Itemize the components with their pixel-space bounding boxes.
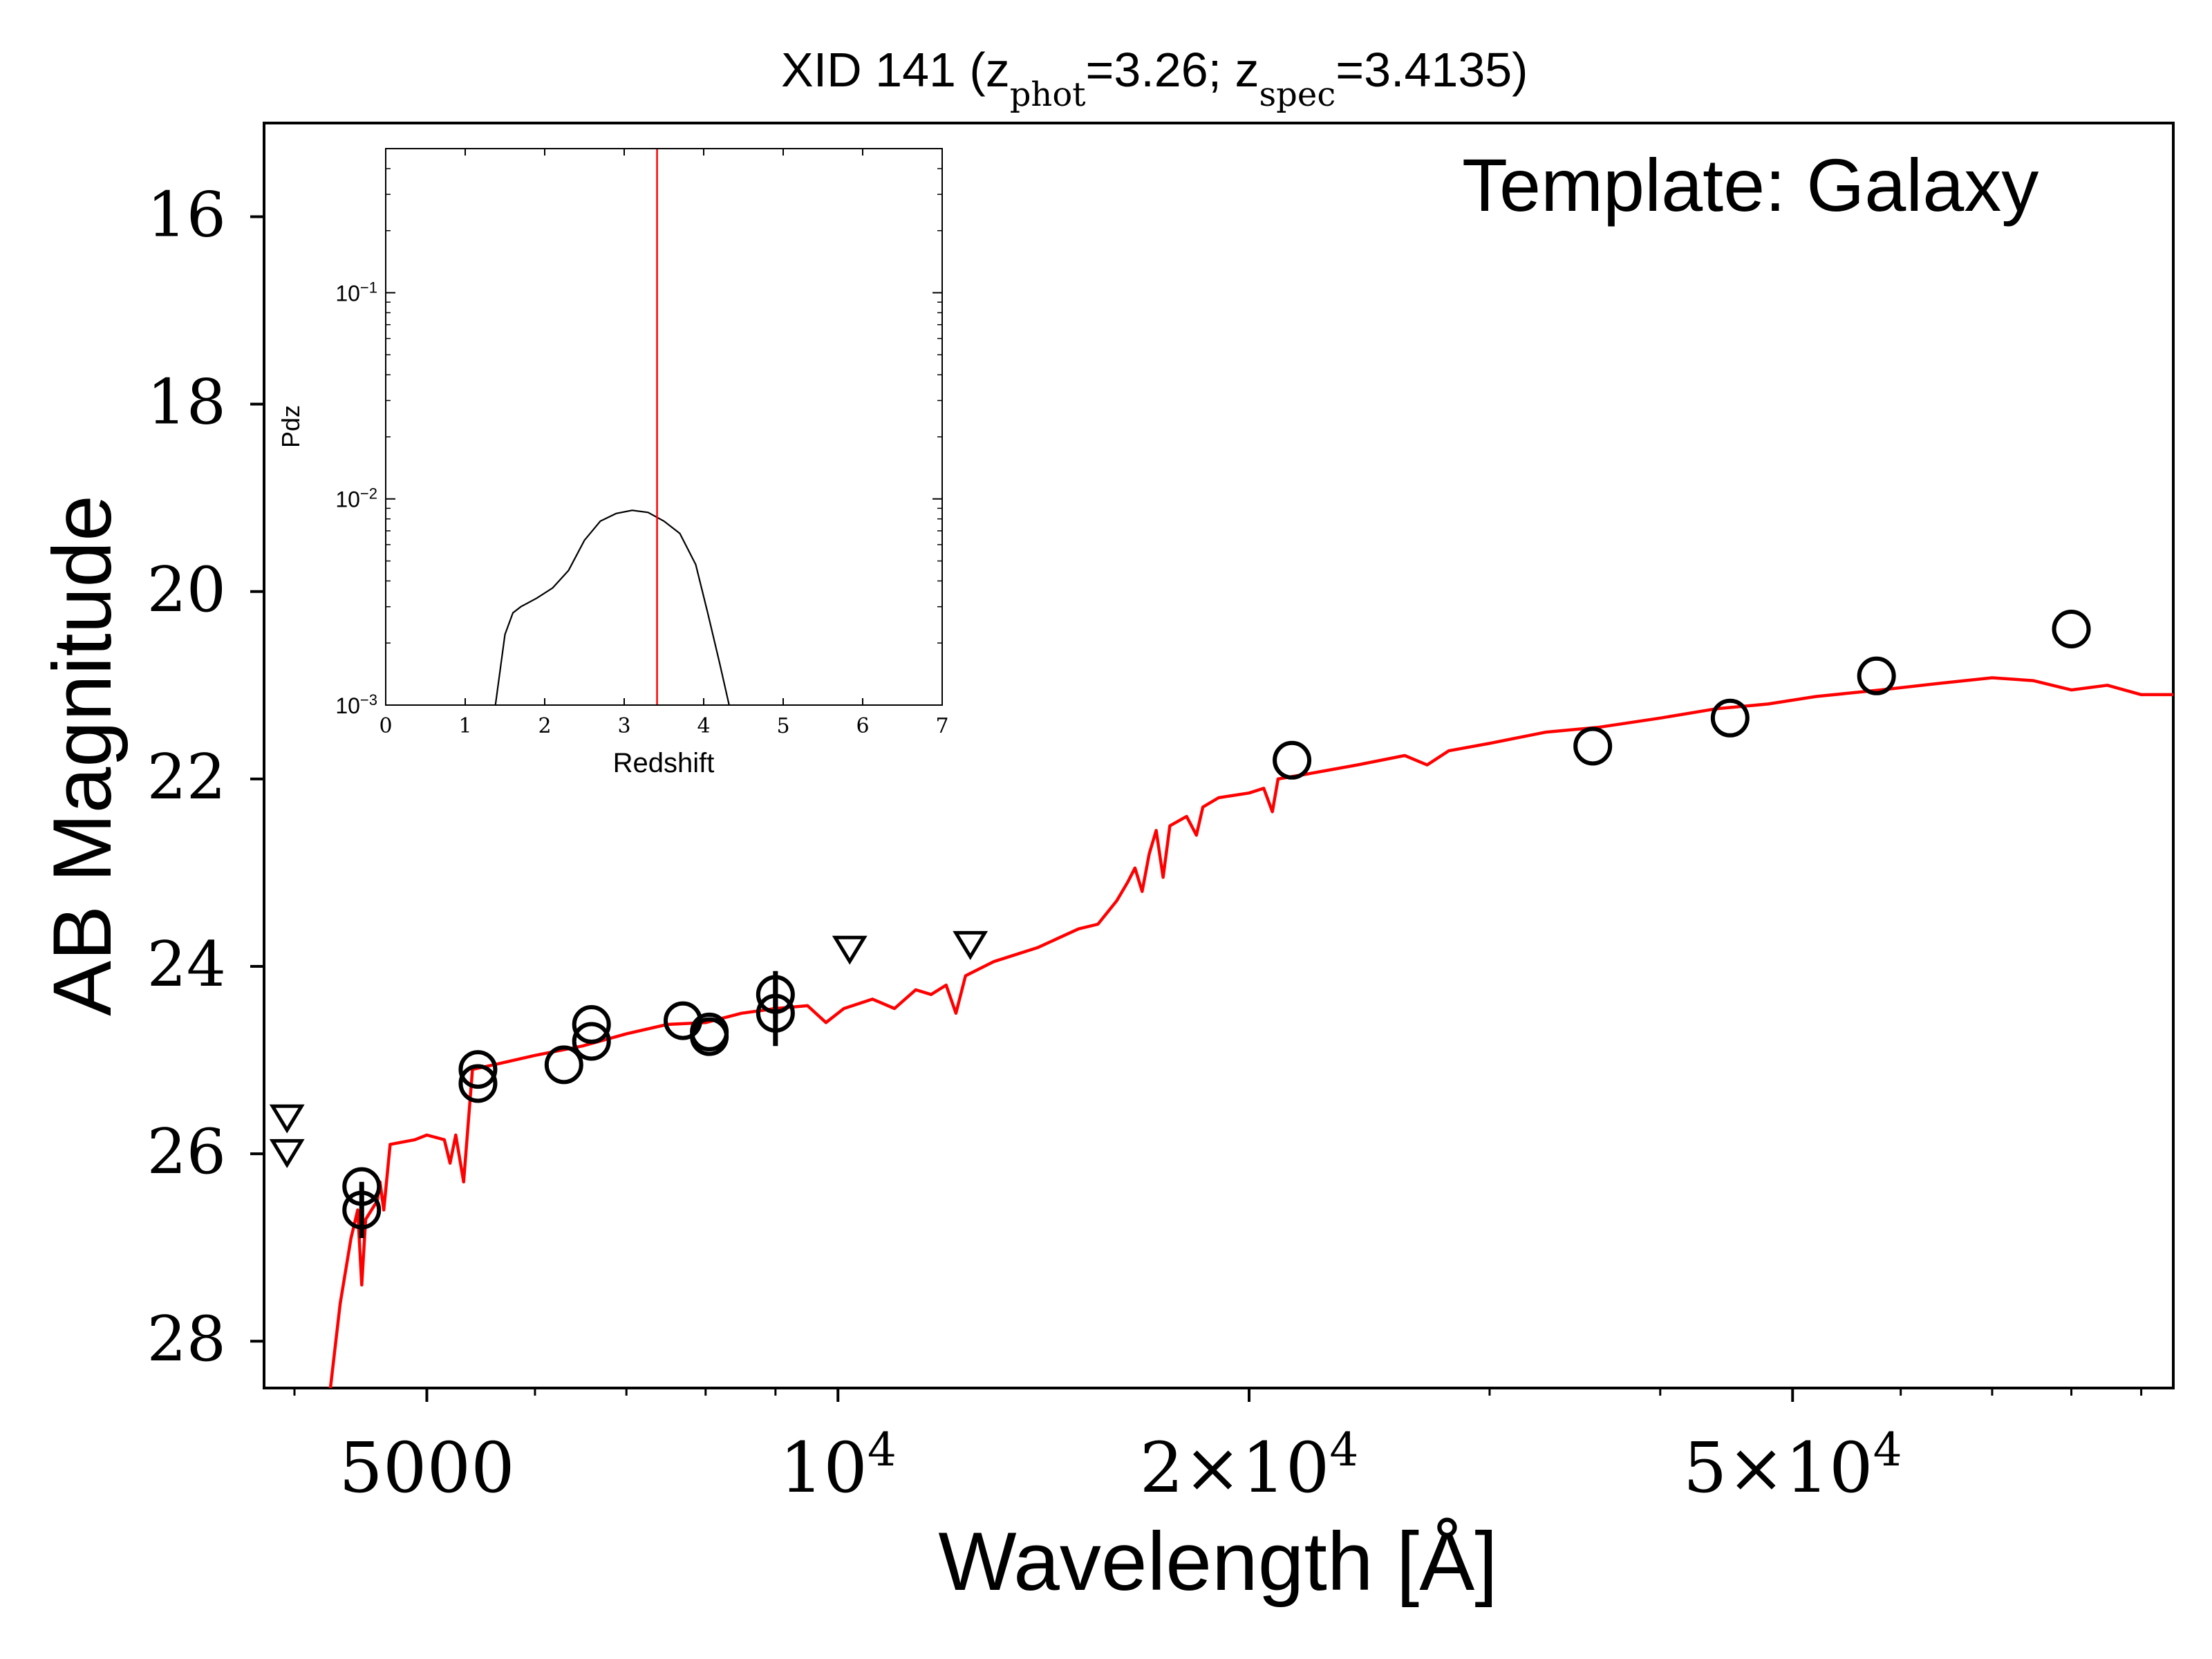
inset-x-tick-label: 2 (538, 714, 551, 738)
x-tick-label: 104 (780, 1423, 897, 1509)
upper-limit-point (832, 935, 868, 965)
detection-point (756, 975, 795, 1014)
inset-y-tick-label: 10−3 (335, 691, 377, 719)
inset-x-tick-label: 7 (935, 714, 948, 738)
chart-title: XID 141 (zphot=3.26; zspec=3.4135) (781, 43, 1528, 114)
y-tick-label: 26 (147, 1116, 226, 1188)
model-line (328, 676, 2173, 1388)
y-tick-label: 24 (147, 928, 226, 1001)
detection-point (2052, 610, 2091, 648)
detection-point (1710, 698, 1750, 738)
detection-point (458, 1064, 498, 1103)
upper-limit-point (269, 1104, 305, 1134)
y-tick-label: 18 (147, 366, 226, 439)
x-tick-label: 5×104 (1683, 1423, 1902, 1509)
detection-point (690, 1017, 729, 1056)
inset-x-tick-label: 3 (617, 714, 630, 738)
detection-point (342, 1190, 382, 1230)
x-axis-label: Wavelength [Å] (938, 1515, 1497, 1608)
x-tick-label: 2×104 (1140, 1423, 1359, 1509)
x-tick-label: 5000 (339, 1427, 515, 1508)
inset-pdz-plot: 0 1 2 3 4 5 6 7 10−3 10−2 10−1 (335, 149, 949, 738)
inset-frame (385, 148, 943, 706)
detection-point (572, 1022, 611, 1061)
detection-point (1273, 740, 1312, 780)
detection-point (1857, 656, 1896, 695)
inset-x-tick-label: 1 (458, 714, 471, 738)
inset-x-tick-label: 4 (697, 714, 710, 738)
pdz-curve (494, 509, 730, 706)
inset-y-axis-label: Pdz (276, 405, 305, 448)
upper-limit-point (269, 1138, 305, 1168)
inset-x-tick-label: 0 (379, 714, 392, 738)
inset-y-tick-label: 10−2 (335, 485, 377, 512)
detection-point (458, 1050, 498, 1089)
detection-point (544, 1045, 583, 1085)
template-spectrum (328, 676, 2173, 1388)
y-tick-label: 28 (147, 1303, 226, 1376)
y-tick-label: 20 (147, 554, 226, 626)
y-axis-label: AB Magnitude (36, 495, 129, 1016)
inset-x-axis-label: Redshift (613, 748, 715, 778)
inset-x-tick-label: 6 (856, 714, 869, 738)
main-plot-frame (263, 122, 2175, 1389)
inset-y-tick-label: 10−1 (335, 279, 377, 306)
upper-limit-point (953, 930, 988, 960)
photometry-points (269, 610, 2091, 1239)
y-tick-label: 22 (147, 741, 226, 814)
detection-point (572, 1005, 611, 1044)
y-tick-label: 16 (147, 179, 226, 252)
template-label: Template: Galaxy (1462, 143, 2038, 227)
inset-x-tick-label: 5 (776, 714, 789, 738)
detection-point (1573, 727, 1613, 766)
inset-background (386, 149, 942, 705)
